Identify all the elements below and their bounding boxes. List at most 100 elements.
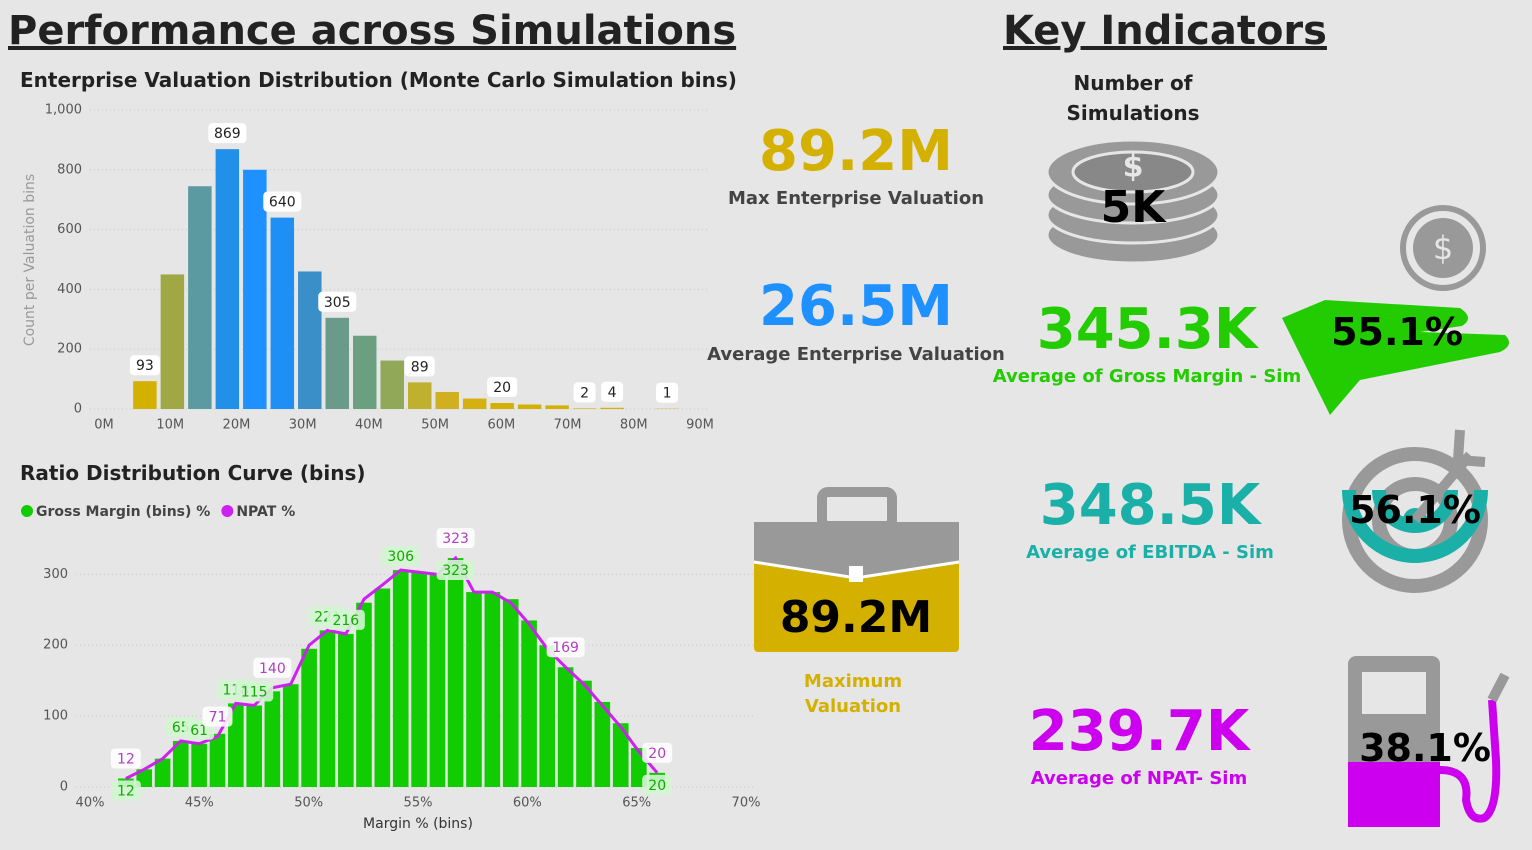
bar: [301, 648, 317, 787]
bar: [600, 407, 624, 409]
bar: [246, 705, 263, 787]
dollar-glyph: $: [1123, 150, 1144, 185]
bar: [612, 723, 629, 787]
x-tick-label: 65%: [622, 796, 651, 811]
x-axis-label: Margin % (bins): [363, 816, 473, 832]
label-bg: [656, 382, 679, 403]
kpi-label: Average Enterprise Valuation: [707, 344, 1005, 365]
y-tick-label: 400: [57, 282, 82, 297]
kpi-label: Average of Gross Margin - Sim: [992, 366, 1302, 387]
bar: [517, 404, 542, 409]
x-tick-label: 20M: [223, 418, 251, 433]
bar: [172, 740, 189, 787]
bar: [572, 408, 597, 409]
data-label: 20: [648, 746, 666, 762]
left-title: Performance across Simulations: [8, 8, 737, 54]
data-label: 93: [136, 358, 154, 374]
bar: [435, 391, 459, 409]
bar: [380, 360, 404, 409]
label-bg: [436, 528, 475, 549]
y-tick-label: 200: [57, 342, 82, 357]
label-bg: [208, 123, 247, 144]
target-icon: [1342, 429, 1488, 593]
bar: [264, 691, 281, 787]
briefcase-icon: [753, 487, 960, 652]
x-tick-label: 40M: [355, 418, 383, 433]
kpi-percent: 55.1%: [1331, 310, 1463, 354]
label-bg: [202, 706, 233, 727]
bar: [356, 602, 372, 787]
label-bg: [573, 382, 596, 403]
data-label: 306: [387, 549, 414, 565]
x-tick-label: 60M: [487, 418, 515, 433]
bar: [191, 743, 207, 787]
x-tick-label: 70M: [554, 418, 582, 433]
bar: [502, 599, 519, 787]
data-label: 1: [663, 386, 672, 402]
y-tick-label: 0: [74, 402, 82, 417]
bar: [353, 335, 377, 409]
data-label: 2: [580, 385, 589, 401]
bar: [429, 574, 446, 787]
fuel-icon: [1348, 656, 1510, 827]
bar: [490, 403, 514, 409]
kpi-percent: 56.1%: [1349, 488, 1481, 532]
hand-icon: $: [1282, 205, 1509, 415]
bar: [160, 274, 185, 409]
data-label: 61: [190, 723, 208, 739]
line: [125, 555, 659, 780]
x-tick-label: 60%: [513, 796, 542, 811]
bar: [557, 667, 574, 787]
data-label: 140: [259, 661, 286, 677]
bar: [319, 630, 336, 787]
label-bg: [129, 355, 160, 376]
label-bg: [110, 780, 141, 801]
bar: [411, 572, 427, 787]
bar: [243, 169, 267, 409]
x-tick-label: 30M: [289, 418, 317, 433]
bar: [539, 645, 556, 787]
label-bg: [487, 377, 518, 398]
bar: [209, 733, 226, 787]
label-bg: [253, 657, 292, 678]
bar: [407, 382, 432, 409]
data-label: 640: [269, 195, 296, 211]
y-tick-label: 100: [43, 709, 68, 724]
y-tick-label: 600: [57, 222, 82, 237]
bar: [282, 684, 299, 787]
label-bg: [263, 191, 302, 212]
kpi-label: Average of EBITDA - Sim: [1026, 542, 1274, 563]
x-tick-label: 0M: [94, 418, 114, 433]
kpi-value: 26.5M: [759, 274, 953, 339]
data-label: 323: [442, 563, 469, 579]
x-tick-label: 50M: [421, 418, 449, 433]
label-bg: [235, 681, 274, 702]
x-tick-label: 55%: [404, 796, 433, 811]
bar: [270, 217, 295, 409]
data-label: 12: [117, 751, 135, 767]
x-tick-label: 50%: [294, 796, 323, 811]
kpi-label: Average of NPAT- Sim: [1030, 768, 1248, 789]
label-bg: [110, 748, 141, 769]
x-tick-label: 70%: [732, 796, 761, 811]
label-bg: [546, 637, 585, 658]
legend-marker: [21, 505, 33, 517]
bar: [188, 186, 212, 409]
label-bg: [642, 774, 673, 795]
x-tick-label: 80M: [620, 418, 648, 433]
data-label: 12: [117, 783, 135, 799]
kpi-label: Number of Simulations: [1066, 71, 1200, 125]
data-label: 216: [332, 613, 359, 629]
label-bg: [318, 291, 357, 312]
bar: [154, 758, 171, 787]
kpi-value: 89.2M: [759, 119, 953, 184]
y-tick-label: 300: [43, 567, 68, 582]
bar: [338, 633, 354, 787]
label-bg: [436, 560, 475, 581]
label-bg: [642, 742, 673, 763]
data-label: 20: [493, 380, 511, 396]
bar: [462, 398, 487, 409]
bar: [298, 271, 322, 409]
legend-label: NPAT %: [236, 504, 295, 520]
